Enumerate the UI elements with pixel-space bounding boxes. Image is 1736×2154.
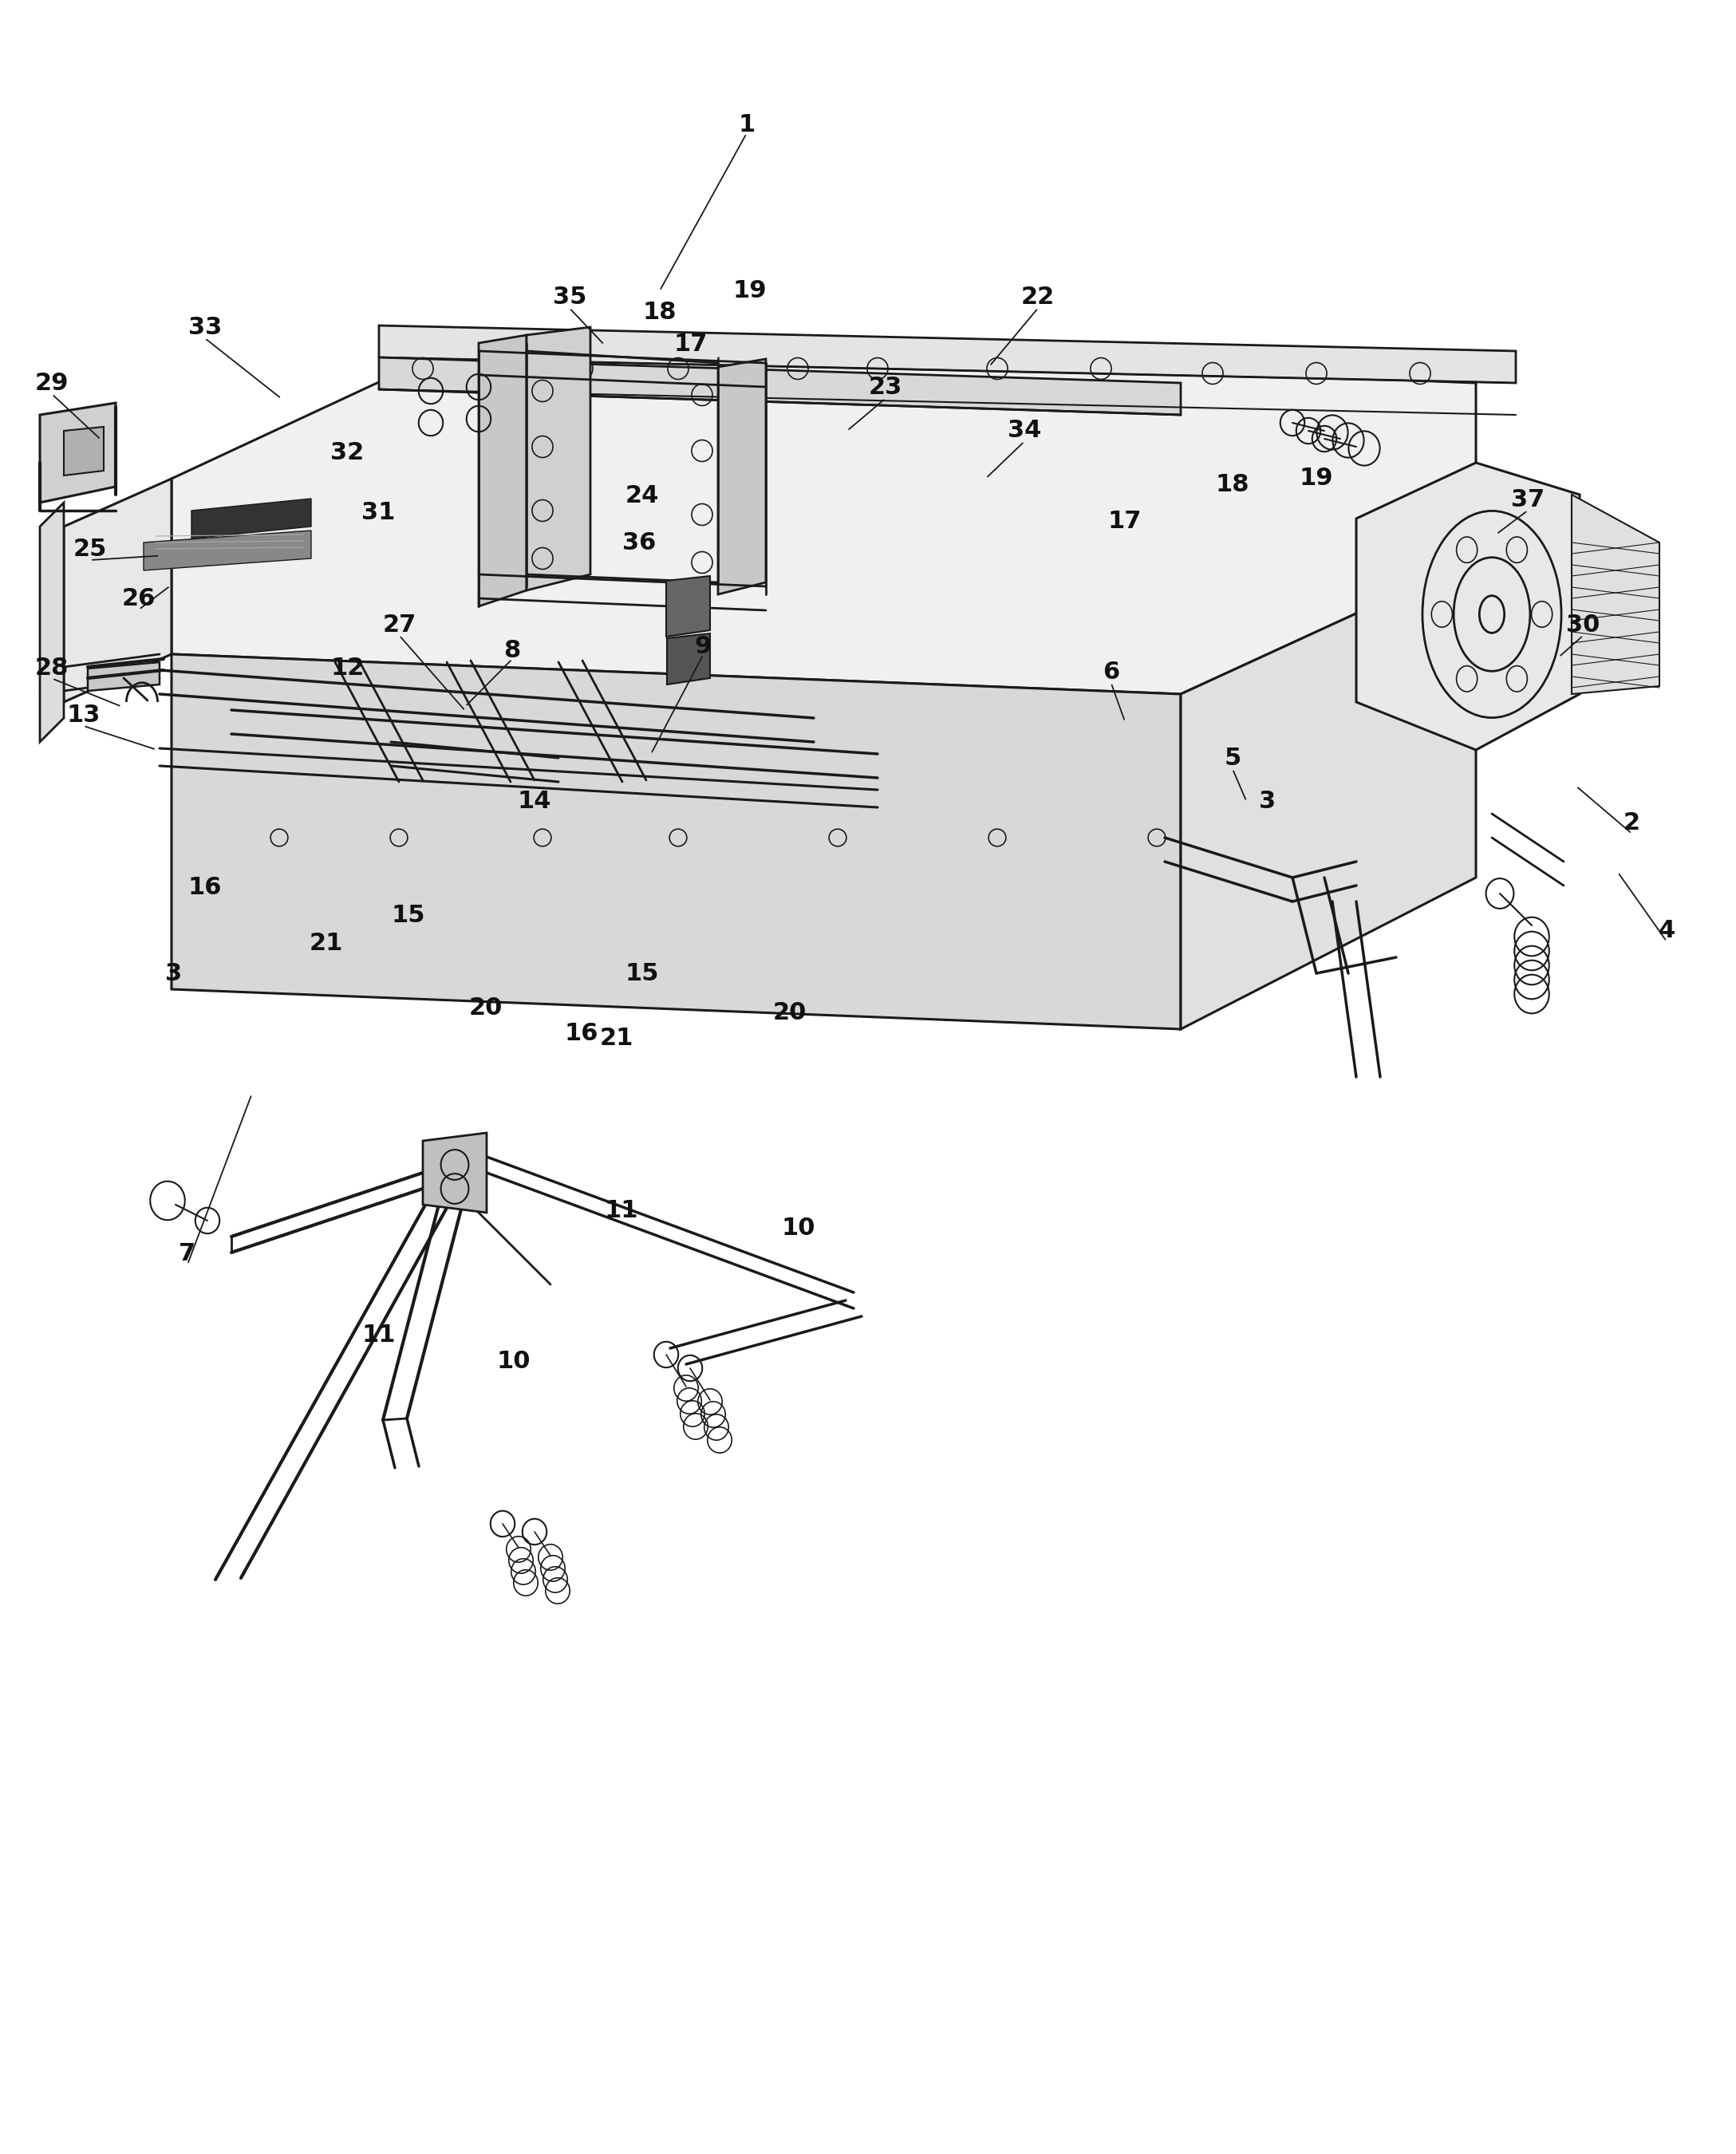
Text: 36: 36: [621, 532, 656, 554]
Text: 5: 5: [1224, 747, 1241, 769]
Polygon shape: [1180, 558, 1476, 1030]
Text: 16: 16: [187, 877, 222, 898]
Polygon shape: [89, 661, 160, 691]
Text: 6: 6: [1102, 661, 1120, 683]
Text: 20: 20: [773, 1002, 807, 1023]
Text: 16: 16: [564, 1023, 599, 1045]
Text: 15: 15: [391, 905, 425, 926]
Text: 19: 19: [1299, 467, 1333, 489]
Text: 27: 27: [382, 614, 417, 635]
Text: 22: 22: [1021, 286, 1055, 308]
Polygon shape: [144, 530, 311, 571]
Text: 4: 4: [1658, 920, 1675, 941]
Polygon shape: [526, 327, 590, 590]
Text: 15: 15: [625, 963, 660, 984]
Polygon shape: [64, 426, 104, 476]
Text: 31: 31: [361, 502, 396, 523]
Text: 10: 10: [781, 1217, 816, 1239]
Text: 12: 12: [330, 657, 365, 679]
Polygon shape: [40, 502, 64, 741]
Text: 7: 7: [179, 1243, 196, 1264]
Text: 21: 21: [599, 1027, 634, 1049]
Text: 37: 37: [1510, 489, 1545, 510]
Text: 21: 21: [309, 933, 344, 954]
Polygon shape: [40, 403, 116, 502]
Text: 26: 26: [122, 588, 156, 610]
Text: 18: 18: [642, 302, 677, 323]
Polygon shape: [424, 1133, 486, 1213]
Polygon shape: [191, 498, 311, 538]
Text: 23: 23: [868, 377, 903, 398]
Text: 17: 17: [674, 334, 708, 355]
Text: 33: 33: [187, 317, 222, 338]
Polygon shape: [378, 325, 1516, 383]
Text: 32: 32: [330, 442, 365, 463]
Text: 30: 30: [1566, 614, 1601, 635]
Text: 29: 29: [35, 373, 69, 394]
Text: 3: 3: [165, 963, 182, 984]
Text: 28: 28: [35, 657, 69, 679]
Polygon shape: [719, 360, 766, 595]
Polygon shape: [667, 575, 710, 638]
Text: 9: 9: [694, 635, 712, 657]
Polygon shape: [64, 478, 172, 702]
Text: 24: 24: [625, 485, 660, 506]
Polygon shape: [172, 655, 1180, 1030]
Text: 11: 11: [361, 1325, 396, 1346]
Polygon shape: [1571, 495, 1660, 694]
Polygon shape: [667, 633, 710, 685]
Text: 34: 34: [1007, 420, 1042, 442]
Polygon shape: [1356, 463, 1580, 750]
Text: 25: 25: [73, 538, 108, 560]
Text: 19: 19: [733, 280, 767, 302]
Text: 1: 1: [738, 114, 755, 136]
Text: 11: 11: [604, 1200, 639, 1221]
Text: 17: 17: [1108, 510, 1142, 532]
Polygon shape: [479, 336, 526, 605]
Polygon shape: [172, 342, 1476, 694]
Polygon shape: [378, 358, 1180, 416]
Text: 2: 2: [1623, 812, 1641, 834]
Text: 35: 35: [552, 286, 587, 308]
Text: 8: 8: [503, 640, 521, 661]
Text: 14: 14: [517, 791, 552, 812]
Text: 10: 10: [496, 1351, 531, 1372]
Text: 18: 18: [1215, 474, 1250, 495]
Text: 13: 13: [66, 704, 101, 726]
Text: 20: 20: [469, 997, 503, 1019]
Text: 3: 3: [1259, 791, 1276, 812]
